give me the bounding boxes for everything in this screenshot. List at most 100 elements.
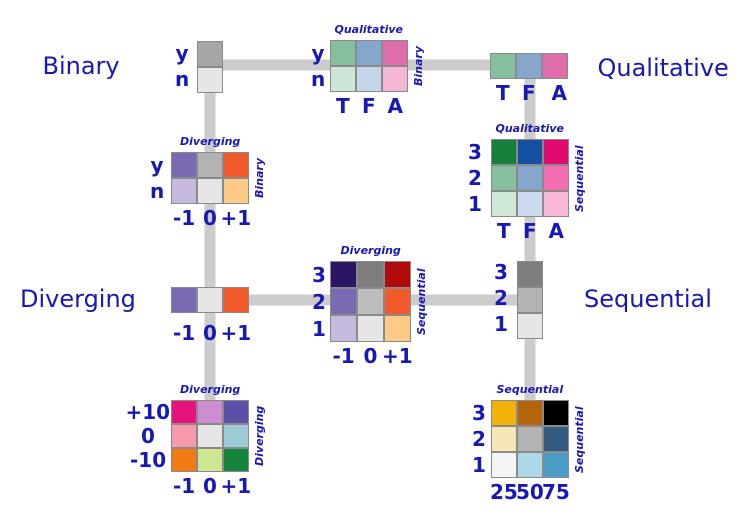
qualitative-sequential-swatch-2-1 [517,191,543,217]
diverging-diverging-swatch-0-2 [223,400,249,424]
qualitative-sequential-row-tick-1: 2 [468,166,482,190]
diverging-sequential-swatch-1-2 [384,288,411,315]
diverging-sequential-side-title: Sequential [414,268,428,335]
diverging-sequential-row-tick-0: 3 [312,262,326,287]
sequential-sequential-side-title: Sequential [572,405,586,473]
qualitative-tick-0: T [496,81,510,105]
sequential-sequential-swatch-1-2 [543,426,569,452]
binary-diverging-side-title: Binary [252,157,266,198]
binary-tick-0: y [175,41,189,65]
qualitative-sequential-swatch-1-0 [491,165,517,191]
diverging-swatch-2 [223,287,249,313]
sequential-swatch-1 [517,287,543,313]
sequential-sequential-swatch-2-2 [543,452,569,478]
binary-qualitative-side-title: Binary [411,45,425,86]
hub-label-diverging: Diverging [20,285,136,313]
binary-diverging-row-tick-1: n [150,179,165,203]
binary-diverging-swatch-1-1 [197,178,223,204]
binary-diverging-swatch-0-1 [197,152,223,178]
diverging-diverging-swatch-2-1 [197,448,223,472]
binary-diverging-title: Diverging [180,134,241,148]
qualitative-swatch-0 [490,53,516,79]
diverging-sequential-col-tick-1: 0 [363,344,378,368]
binary-qualitative-swatch-0-2 [382,40,408,66]
diverging-diverging-swatch-1-2 [223,424,249,448]
diverging-sequential-col-tick-0: -1 [332,344,355,368]
sequential-swatch-2 [517,313,543,339]
diverging-diverging-swatch-0-0 [171,400,197,424]
sequential-sequential-col-tick-1: 50 [516,480,544,504]
hub-label-qualitative: Qualitative [597,54,729,82]
binary-qualitative-col-tick-0: T [336,94,350,118]
sequential-sequential-col-tick-2: 75 [542,480,570,504]
diverging-sequential-title: Diverging [340,243,401,257]
binary-qualitative-swatch-1-0 [330,66,356,92]
qualitative-tick-1: F [522,81,536,105]
binary-diverging-col-tick-1: 0 [203,206,217,230]
binary-swatch-0 [197,41,223,67]
binary-diverging-swatch-1-0 [171,178,197,204]
binary-qualitative-swatch-0-1 [356,40,382,66]
qualitative-swatch-2 [542,53,568,79]
qualitative-sequential-swatch-0-2 [543,139,569,165]
sequential-sequential-swatch-2-1 [517,452,543,478]
diverging-swatch-0 [171,287,197,313]
sequential-sequential-row-tick-2: 1 [472,453,486,477]
diverging-diverging-col-tick-1: 0 [203,474,217,498]
sequential-sequential-swatch-1-1 [517,426,543,452]
diverging-sequential-swatch-2-2 [384,315,411,342]
qualitative-sequential-swatch-2-0 [491,191,517,217]
sequential-sequential-swatch-2-0 [491,452,517,478]
qualitative-sequential-swatch-0-1 [517,139,543,165]
qualitative-sequential-col-tick-1: F [523,219,537,243]
qualitative-swatch-1 [516,53,542,79]
binary-qualitative-row-tick-0: y [311,41,325,65]
diverging-sequential-swatch-0-0 [330,261,357,288]
sequential-sequential-swatch-0-2 [543,400,569,426]
binary-diverging-swatch-0-2 [223,152,249,178]
diverging-sequential-swatch-0-2 [384,261,411,288]
binary-diverging-swatch-0-0 [171,152,197,178]
diverging-swatch-1 [197,287,223,313]
diverging-diverging-swatch-1-0 [171,424,197,448]
hub-label-sequential: Sequential [584,285,712,313]
binary-qualitative-title: Qualitative [334,22,404,36]
diverging-tick-1: 0 [203,321,217,345]
binary-qualitative-swatch-0-0 [330,40,356,66]
sequential-sequential-title: Sequential [496,382,564,396]
diverging-diverging-swatch-2-2 [223,448,249,472]
diverging-diverging-title: Diverging [180,382,241,396]
qualitative-sequential-col-tick-2: A [548,219,564,243]
qualitative-sequential-side-title: Sequential [572,144,586,212]
diverging-diverging-swatch-1-1 [197,424,223,448]
diverging-diverging-row-tick-1: 0 [141,424,155,448]
qualitative-tick-2: A [551,81,567,105]
qualitative-sequential-row-tick-2: 1 [468,192,482,216]
binary-swatch-1 [197,67,223,93]
diverging-tick-0: -1 [173,321,196,345]
diverging-sequential-swatch-2-0 [330,315,357,342]
hub-label-binary: Binary [42,52,120,80]
sequential-sequential-col-tick-0: 25 [490,480,518,504]
sequential-sequential-swatch-0-1 [517,400,543,426]
diverging-diverging-side-title: Diverging [252,405,266,466]
diverging-diverging-col-tick-0: -1 [173,474,196,498]
sequential-sequential-swatch-1-0 [491,426,517,452]
diverging-sequential-col-tick-2: +1 [382,344,413,368]
diverging-tick-2: +1 [220,321,252,345]
sequential-swatch-0 [517,261,543,287]
diverging-diverging-col-tick-2: +1 [220,474,252,498]
qualitative-sequential-swatch-1-1 [517,165,543,191]
diverging-diverging-row-tick-2: -10 [130,448,167,472]
diverging-sequential-swatch-2-1 [357,315,384,342]
qualitative-sequential-swatch-0-0 [491,139,517,165]
diverging-diverging-row-tick-0: +10 [125,400,171,424]
binary-qualitative-col-tick-1: F [362,94,376,118]
qualitative-sequential-row-tick-0: 3 [468,140,482,164]
binary-diverging-col-tick-2: +1 [220,206,252,230]
sequential-sequential-row-tick-0: 3 [472,401,486,425]
sequential-tick-1: 2 [494,286,508,310]
